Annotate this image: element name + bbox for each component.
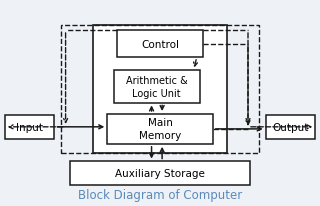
Text: Auxiliary Storage: Auxiliary Storage	[115, 169, 205, 179]
Bar	[5, 115, 54, 139]
Text: Arithmetic &
Logic Unit: Arithmetic & Logic Unit	[126, 76, 188, 98]
Text: Input: Input	[16, 122, 43, 132]
Bar	[93, 26, 227, 153]
Text: Main
Memory: Main Memory	[139, 118, 181, 141]
Bar	[61, 26, 259, 153]
Bar	[114, 71, 200, 103]
Bar	[70, 162, 250, 185]
Bar	[117, 31, 203, 58]
Text: Block Diagram of Computer: Block Diagram of Computer	[78, 188, 242, 201]
Text: Control: Control	[141, 39, 179, 49]
Text: Output: Output	[272, 122, 308, 132]
Bar	[266, 115, 315, 139]
Bar	[107, 114, 213, 144]
